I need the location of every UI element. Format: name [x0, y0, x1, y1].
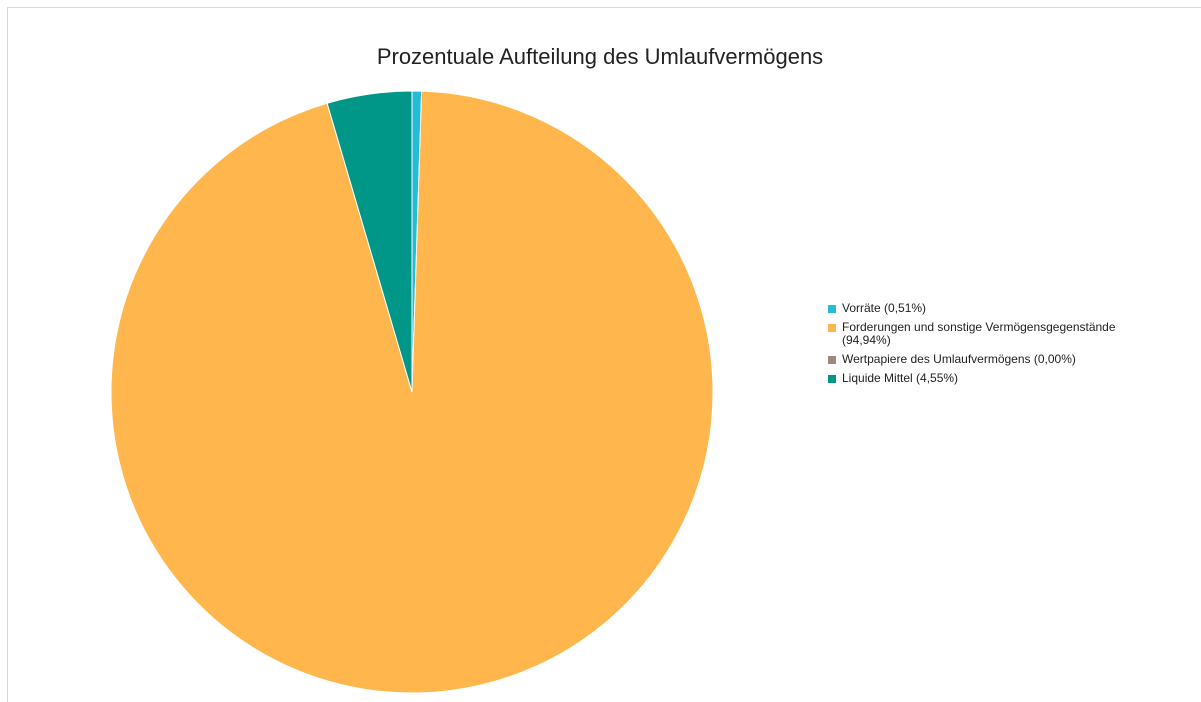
legend: Vorräte (0,51%) Forderungen und sonstige … — [828, 302, 1118, 385]
legend-swatch — [828, 356, 836, 364]
chart-frame — [7, 7, 1201, 702]
legend-entry: Wertpapiere des Umlaufvermögens (0,00%) — [828, 353, 1118, 366]
legend-entry: Forderungen und sonstige Vermögensgegens… — [828, 321, 1118, 347]
legend-label: Vorräte (0,51%) — [842, 301, 927, 315]
legend-swatch — [828, 305, 836, 313]
legend-entry: Liquide Mittel (4,55%) — [828, 372, 1118, 385]
legend-label: Wertpapiere des Umlaufvermögens (0,00%) — [842, 352, 1076, 366]
legend-label: Forderungen und sonstige Vermögensgegens… — [842, 320, 1116, 347]
legend-swatch — [828, 375, 836, 383]
legend-label: Liquide Mittel (4,55%) — [842, 371, 959, 385]
legend-swatch — [828, 324, 836, 332]
chart-title: Prozentuale Aufteilung des Umlaufvermöge… — [377, 44, 823, 69]
pie-slice — [326, 90, 413, 393]
legend-entry: Vorräte (0,51%) — [828, 302, 1118, 315]
